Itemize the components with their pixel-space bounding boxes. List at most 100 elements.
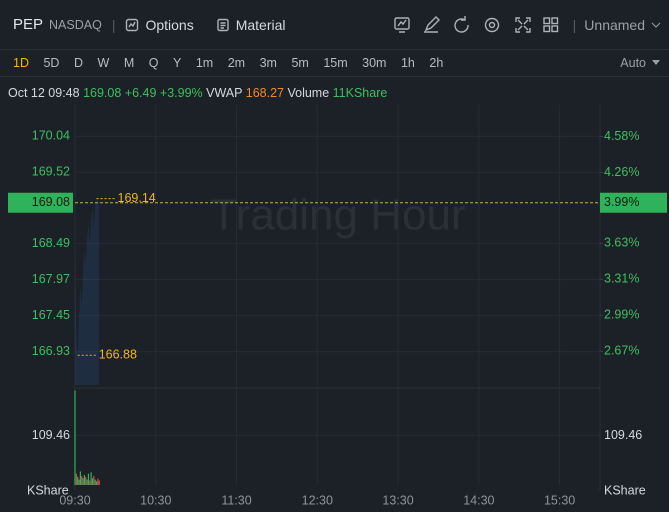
y2-tick-label: 2.67% [604,344,639,358]
scale-caret[interactable] [651,59,661,67]
volume-bar [86,479,88,485]
volume-bar [74,390,76,485]
y-tick-label: 167.97 [32,272,70,286]
options-icon [126,18,139,31]
x-tick-label: 10:30 [140,493,171,507]
timeframe[interactable]: W [97,56,110,70]
symbol[interactable]: PEP [13,16,44,33]
volume-bar [87,473,90,485]
indicator-icon[interactable] [393,16,410,33]
quote-change-pct: +3.99% [159,86,203,100]
y2-tick-label: 2.99% [604,308,639,322]
volume-bar [75,473,77,485]
options-button[interactable]: Options [125,16,194,33]
y-tick-label: 166.93 [32,344,70,358]
x-tick-label: 13:30 [382,493,413,507]
current-price-label: 169.08 [32,195,70,209]
timeframe[interactable]: 5D [43,56,60,70]
top-toolbar: PEP NASDAQ | Options Material | Unnamed [0,0,669,50]
timeframe[interactable]: D [73,56,83,70]
volume-bar [77,476,79,485]
timeframe[interactable]: 1D [13,56,29,70]
volume-label: Volume [287,86,330,100]
timeframes: 1D 5D D W M Q Y 1m 2m 3m 5m 15m 30m 1h 2h [13,56,458,70]
divider: | [111,16,116,33]
volume-bar [79,471,81,485]
volume-bar [95,481,98,485]
current-pct-label: 3.99% [604,195,639,209]
watermark: Trading Hour [210,191,465,240]
timeframe[interactable]: 2h [429,56,444,70]
layout-icon[interactable] [542,16,558,32]
x-tick-label: 14:30 [463,493,494,507]
volume-bar [98,480,100,485]
y2-tick-label: 4.58% [604,129,639,143]
draw-icon[interactable] [423,15,440,33]
options-label: Options [145,16,194,33]
quote-change: +6.49 [124,86,157,100]
volume-bar [89,480,91,485]
annotation-label: 166.88 [99,347,137,361]
tool-icons [393,15,558,33]
annotation-label: 169.14 [118,191,156,205]
y-tick-label: 170.04 [32,128,70,142]
x-tick-label: 12:30 [302,493,333,507]
layout-name[interactable]: Unnamed [584,16,645,33]
timeframe[interactable]: 2m [227,56,246,70]
timeframe[interactable]: M [123,56,135,70]
y2-tick-label: 3.63% [604,236,639,250]
current-pct-box [600,192,667,213]
quote-price: 169.08 [83,86,122,100]
volume-bar [83,475,86,485]
quote-time: Oct 12 09:48 [8,86,80,100]
timeframe[interactable]: 30m [362,56,387,70]
volume-bar [85,476,87,485]
timeframe[interactable]: 1h [400,56,415,70]
timeframe[interactable]: 1m [195,56,214,70]
material-icon [217,18,229,31]
y2-tick-label: 3.31% [604,272,639,286]
volume-value: 11KShare [332,86,388,100]
vwap-value: 168.27 [245,86,284,100]
volume-tick-label: 109.46 [32,428,70,442]
fullscreen-icon[interactable] [514,16,531,33]
volume-tick-label: 109.46 [604,428,642,442]
quote-line: Oct 12 09:48 169.08 +6.49 +3.99% VWAP 16… [8,86,387,100]
timeframe[interactable]: Y [172,56,182,70]
volume-unit: KShare [604,483,646,497]
material-button[interactable]: Material [216,17,286,33]
y-tick-label: 168.49 [32,236,70,250]
divider: | [572,16,577,33]
exchange: NASDAQ [49,17,102,32]
y2-tick-label: 4.26% [604,165,639,179]
scale-mode[interactable]: Auto [620,56,646,70]
volume-bar [97,478,99,485]
volume-bar [94,479,96,485]
volume-bar [81,475,83,485]
volume-bar [90,472,92,485]
volume-bar [78,479,80,485]
price-area [75,198,100,385]
volume-unit: KShare [27,483,69,497]
y-tick-label: 169.52 [32,165,70,179]
x-tick-label: 09:30 [59,493,90,507]
layout-caret[interactable] [651,20,661,30]
timeframe[interactable]: Q [148,56,159,70]
timeframe-bar: 1D 5D D W M Q Y 1m 2m 3m 5m 15m 30m 1h 2h Auto [0,50,669,77]
y-tick-label: 167.45 [32,308,70,322]
reset-icon[interactable] [453,15,469,33]
timeframe[interactable]: 3m [259,56,277,70]
vwap-label: VWAP [206,86,243,100]
timeframe[interactable]: 5m [291,56,309,70]
x-tick-label: 11:30 [221,493,251,507]
x-tick-label: 15:30 [544,493,575,507]
volume-bar [91,478,94,485]
volume-bar [93,475,95,485]
material-label: Material [235,16,286,33]
settings-icon[interactable] [484,17,499,32]
timeframe[interactable]: 15m [323,56,348,70]
current-price-box [8,192,73,213]
volume-bar [82,478,84,485]
